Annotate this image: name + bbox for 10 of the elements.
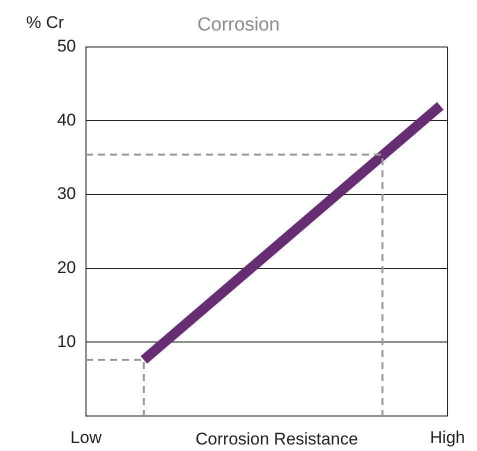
y-axis-title: % Cr [26,13,64,32]
y-tick-label: 10 [57,332,76,351]
y-tick-label: 20 [57,258,76,278]
x-tick-label: High [430,428,466,447]
x-tick-label: Low [70,428,102,447]
y-tick-label: 40 [57,110,76,130]
chart-title: Corrosion [197,14,280,36]
x-axis-title: Corrosion Resistance [196,430,358,449]
y-tick-label: 30 [57,184,76,204]
y-tick-label: 50 [57,36,76,56]
